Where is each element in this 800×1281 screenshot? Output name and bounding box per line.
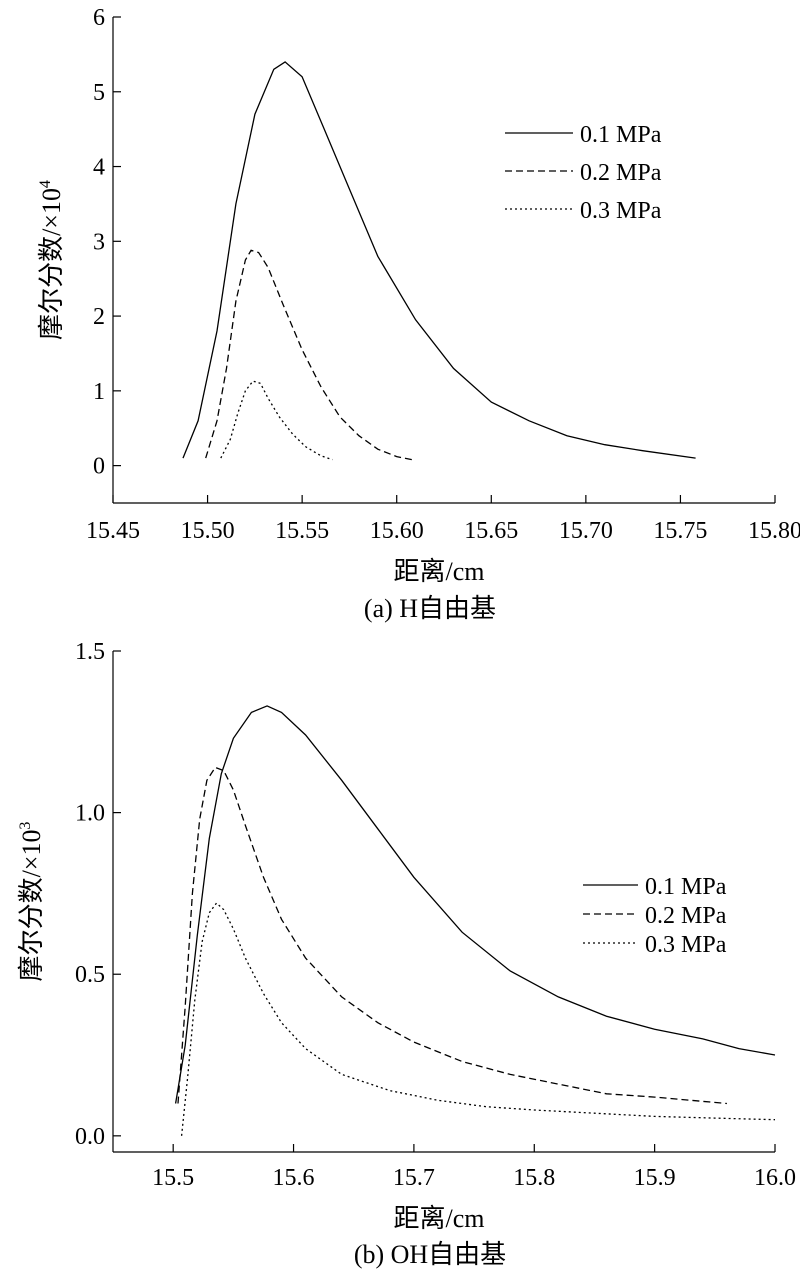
chart-oh-x-tick-label: 15.9 [634,1165,676,1191]
chart-h-x-tick-label: 15.80 [748,518,800,544]
chart-h-series-line-3 [220,380,333,461]
chart-oh-radical: 15.5 15.6 15.7 15.8 15.9 16.0 0.0 0.5 1.0 1.5 0.1 … [17,639,796,1269]
chart-oh-legend-label-3: 0.3 MPa [645,932,727,958]
chart-oh-y-axis-exponent: 3 [17,822,34,830]
chart-oh-x-tick-label: 15.6 [273,1165,315,1191]
chart-h-y-tick-label: 5 [93,80,105,106]
chart-h-y-tick-label: 4 [93,155,105,181]
chart-h-x-tick-label: 15.65 [464,518,518,544]
chart-oh-y-tick-label: 0.5 [75,962,105,988]
chart-oh-x-tick-label: 15.7 [393,1165,435,1191]
chart-oh-x-axis-label: 距离/cm [394,1204,485,1233]
chart-h-x-axis-label: 距离/cm [394,557,485,586]
chart-h-y-axis-exponent: 4 [37,180,54,188]
chart-h-series-line-1 [182,61,696,459]
chart-h-x-tick-label: 15.75 [653,518,707,544]
chart-h-y-tick-label: 1 [93,379,105,405]
chart-oh-y-axis-label: 摩尔分数/×103 [17,822,46,982]
chart-h-x-tick-label: 15.60 [370,518,424,544]
chart-oh-y-tick-label: 1.5 [75,639,105,665]
chart-h-y-tick-label: 0 [93,454,105,480]
chart-h-legend-label-1: 0.1 MPa [580,122,662,148]
chart-oh-x-tick-label: 15.8 [513,1165,555,1191]
chart-h-x-tick-label: 15.55 [275,518,329,544]
chart-h-y-tick-label: 2 [93,304,105,330]
chart-oh-caption: (b) OH自由基 [354,1240,506,1269]
chart-oh-x-tick-label: 15.5 [152,1165,194,1191]
chart-oh-series-line-3 [180,902,776,1136]
chart-oh-y-tick-label: 0.0 [75,1124,105,1150]
chart-oh-series-line-2 [177,766,727,1105]
chart-h-y-axis-label: 摩尔分数/×104 [37,180,66,340]
chart-oh-y-tick-label: 1.0 [75,801,105,827]
chart-oh-x-tick-label: 16.0 [754,1165,796,1191]
chart-h-legend-label-2: 0.2 MPa [580,160,662,186]
chart-h-y-tick-label: 3 [93,229,105,255]
chart-h-series-line-2 [205,249,412,461]
chart-h-caption: (a) H自由基 [364,594,496,623]
chart-oh-legend-label-1: 0.1 MPa [645,874,727,900]
chart-h-x-tick-label: 15.70 [559,518,613,544]
chart-h-x-tick-label: 15.45 [86,518,140,544]
chart-h-radical: 15.45 15.50 15.55 15.60 15.65 15.70 15.75 15.80… [37,5,800,623]
chart-h-y-tick-label: 6 [93,5,105,31]
chart-h-legend-label-3: 0.3 MPa [580,198,662,224]
chart-h-x-tick-label: 15.50 [181,518,235,544]
chart-oh-legend-label-2: 0.2 MPa [645,903,727,929]
chart-oh-series-line-1 [174,705,776,1104]
